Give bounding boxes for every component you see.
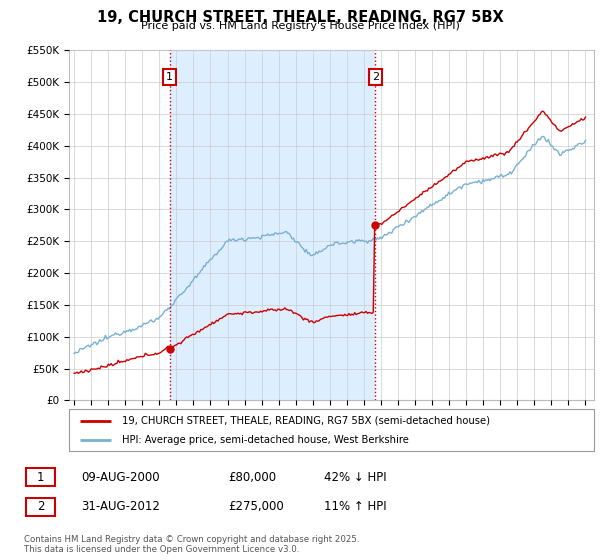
Text: 1: 1 — [166, 72, 173, 82]
Text: 31-AUG-2012: 31-AUG-2012 — [81, 500, 160, 514]
Text: HPI: Average price, semi-detached house, West Berkshire: HPI: Average price, semi-detached house,… — [121, 435, 409, 445]
FancyBboxPatch shape — [26, 468, 55, 486]
Text: 1: 1 — [37, 470, 44, 484]
Bar — [170, 50, 376, 400]
Text: 11% ↑ HPI: 11% ↑ HPI — [324, 500, 386, 514]
Text: 2: 2 — [37, 500, 44, 514]
Text: Contains HM Land Registry data © Crown copyright and database right 2025.
This d: Contains HM Land Registry data © Crown c… — [24, 535, 359, 554]
FancyBboxPatch shape — [69, 409, 594, 451]
Text: £80,000: £80,000 — [228, 470, 276, 484]
Text: £275,000: £275,000 — [228, 500, 284, 514]
Text: 2: 2 — [372, 72, 379, 82]
Text: 19, CHURCH STREET, THEALE, READING, RG7 5BX: 19, CHURCH STREET, THEALE, READING, RG7 … — [97, 10, 503, 25]
Text: 42% ↓ HPI: 42% ↓ HPI — [324, 470, 386, 484]
Text: 09-AUG-2000: 09-AUG-2000 — [81, 470, 160, 484]
Text: 19, CHURCH STREET, THEALE, READING, RG7 5BX (semi-detached house): 19, CHURCH STREET, THEALE, READING, RG7 … — [121, 416, 490, 426]
FancyBboxPatch shape — [26, 498, 55, 516]
Text: Price paid vs. HM Land Registry's House Price Index (HPI): Price paid vs. HM Land Registry's House … — [140, 21, 460, 31]
